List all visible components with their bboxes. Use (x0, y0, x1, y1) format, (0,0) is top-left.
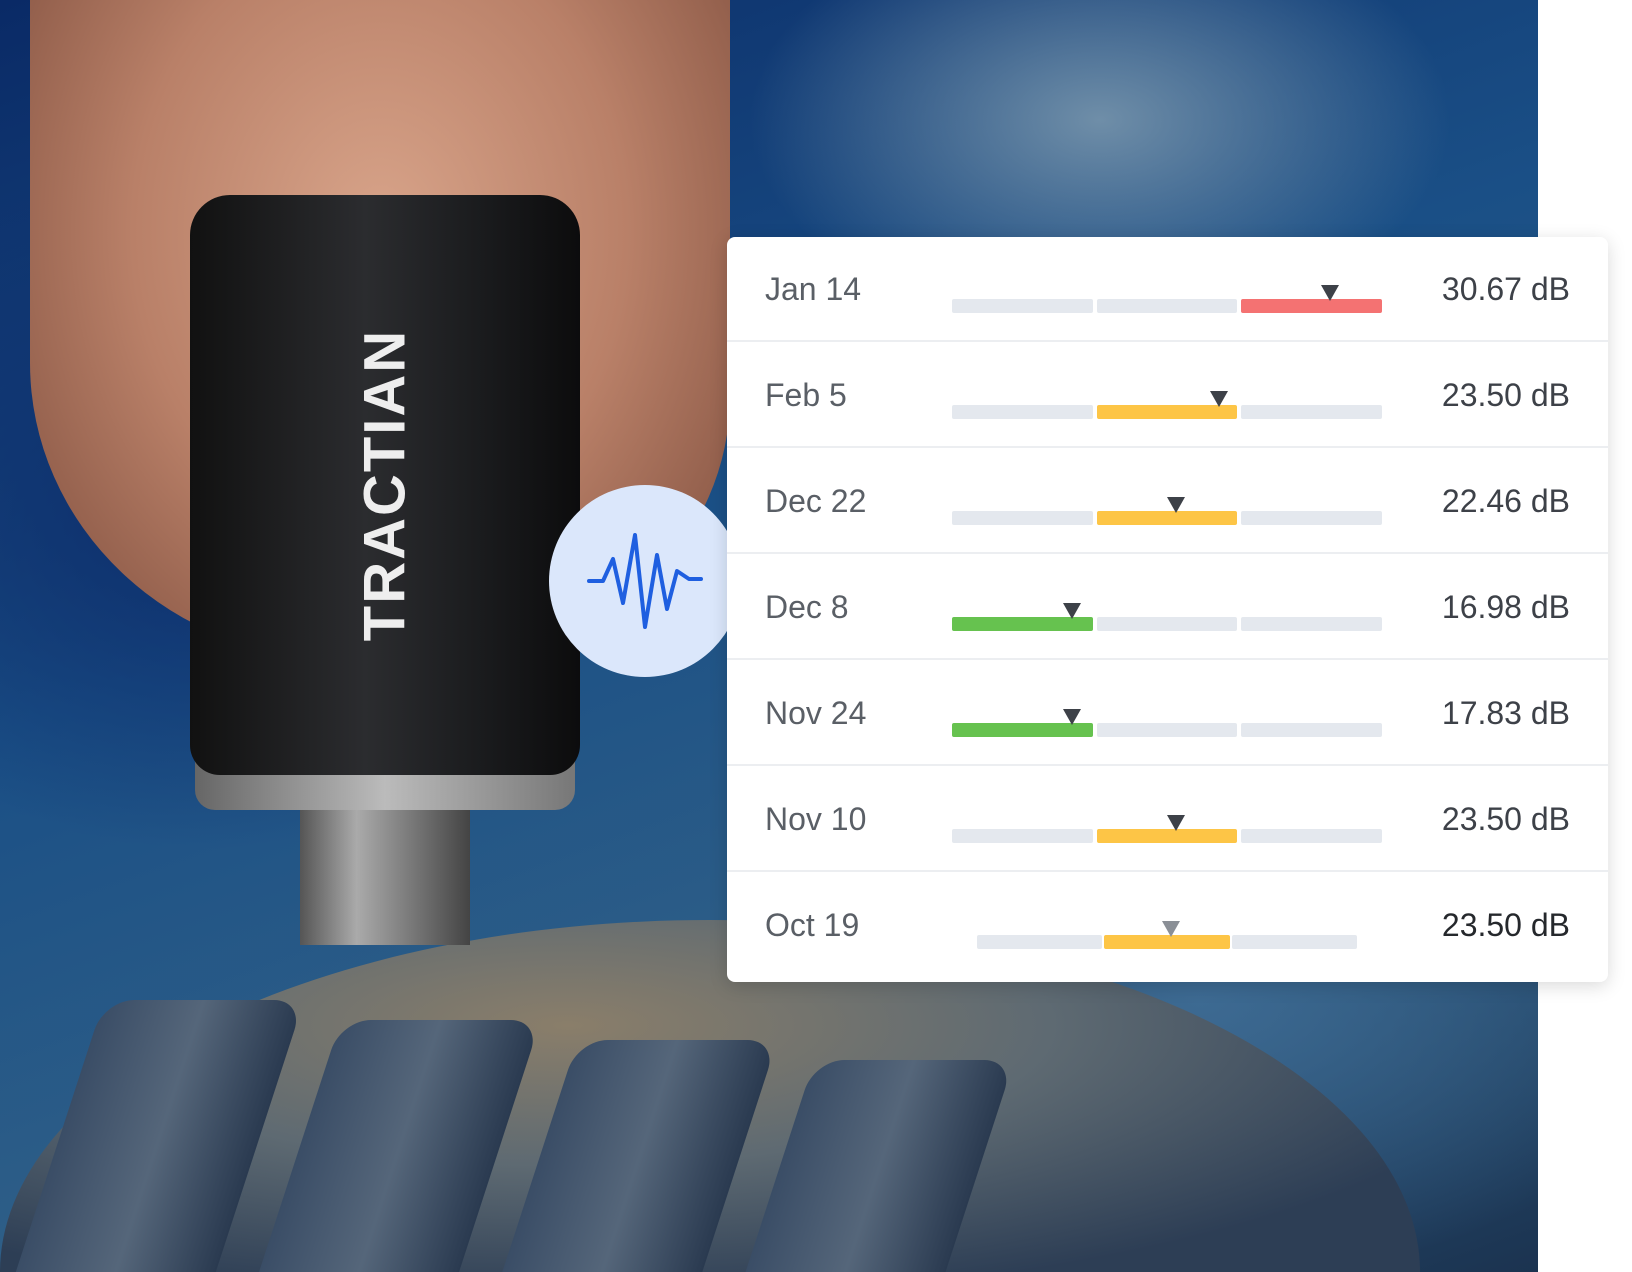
reading-value: 16.98 dB (1441, 589, 1570, 625)
reading-date: Feb 5 (765, 377, 847, 413)
level-marker-icon (1063, 709, 1082, 725)
level-segment (952, 723, 1093, 737)
level-bar (952, 815, 1383, 843)
reading-date: Dec 22 (765, 483, 867, 519)
level-marker-icon (1321, 285, 1340, 301)
tractian-logo: TRACTIAN (352, 328, 418, 642)
level-segment (952, 299, 1093, 313)
reading-row: Nov 24 17.83 dB (727, 661, 1608, 766)
reading-value: 23.50 dB (1441, 377, 1570, 413)
level-segment (1241, 511, 1383, 525)
reading-row: Dec 8 16.98 dB (727, 555, 1608, 660)
waveform-icon (587, 533, 703, 629)
reading-value: 30.67 dB (1441, 271, 1570, 307)
reading-row: Dec 22 22.46 dB (727, 449, 1608, 554)
level-segment (1241, 405, 1383, 419)
level-bar (952, 603, 1383, 631)
level-segment (952, 511, 1093, 525)
reading-value: 23.50 dB (1441, 801, 1570, 837)
readings-card: Jan 14 30.67 dB Feb 5 23.50 dB Dec 22 22.46 d… (727, 237, 1608, 982)
level-segment (952, 829, 1093, 843)
reading-date: Oct 19 (765, 907, 860, 943)
reading-row: Jan 14 30.67 dB (727, 237, 1608, 342)
level-marker-icon (1209, 391, 1228, 407)
sensor-device (190, 195, 580, 775)
level-segment (1241, 299, 1383, 313)
level-segment (1096, 723, 1238, 737)
reading-value: 17.83 dB (1441, 695, 1570, 731)
reading-date: Dec 8 (765, 589, 849, 625)
reading-row: Feb 5 23.50 dB (727, 343, 1608, 448)
reading-date: Nov 24 (765, 695, 867, 731)
level-segment (1096, 617, 1238, 631)
level-segment (1241, 617, 1383, 631)
level-bar (952, 709, 1383, 737)
reading-row: Oct 19 23.50 dB (727, 873, 1608, 978)
level-segment (1104, 935, 1230, 949)
level-segment (977, 935, 1103, 949)
level-marker-icon (1166, 497, 1185, 513)
reading-value: 23.50 dB (1441, 907, 1570, 943)
level-bar (952, 285, 1383, 313)
reading-value: 22.46 dB (1441, 483, 1570, 519)
level-segment (1096, 405, 1238, 419)
level-marker-icon (1161, 921, 1180, 937)
reading-date: Nov 10 (765, 801, 867, 837)
sensor-stem (300, 805, 470, 945)
level-bar (977, 921, 1357, 949)
level-segment (1231, 935, 1357, 949)
reading-row: Nov 10 23.50 dB (727, 767, 1608, 872)
level-segment (1241, 829, 1383, 843)
level-segment (952, 405, 1093, 419)
level-marker-icon (1166, 815, 1185, 831)
level-segment (1096, 299, 1238, 313)
level-segment (952, 617, 1093, 631)
level-bar (952, 497, 1383, 525)
level-segment (1096, 511, 1238, 525)
waveform-badge (549, 485, 741, 677)
level-bar (952, 391, 1383, 419)
level-segment (1096, 829, 1238, 843)
level-marker-icon (1063, 603, 1082, 619)
level-segment (1241, 723, 1383, 737)
reading-date: Jan 14 (765, 271, 862, 307)
